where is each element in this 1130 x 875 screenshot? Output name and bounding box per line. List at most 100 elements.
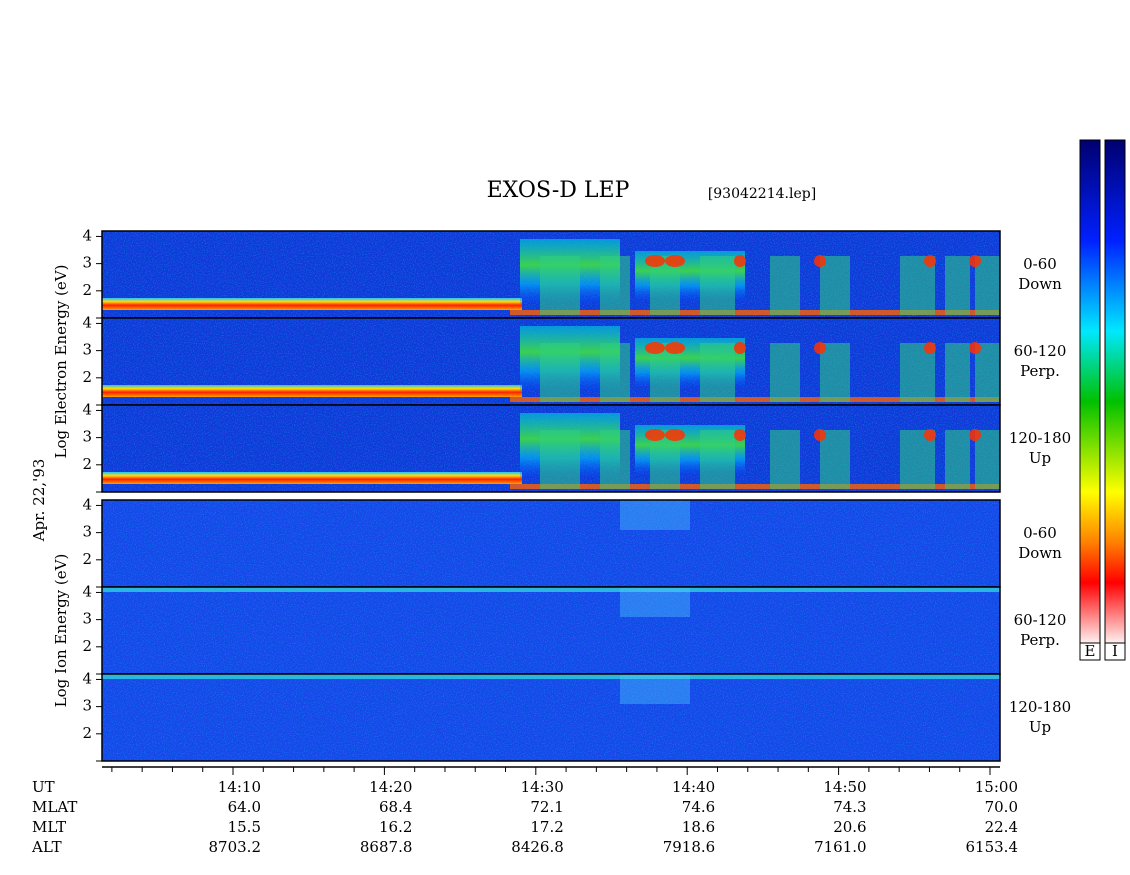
panel-noise (102, 587, 1000, 674)
colorbar-label-box (1104, 642, 1126, 661)
spectrogram-panel (101, 673, 1001, 762)
flux-peak (665, 342, 685, 354)
panel-noise (102, 500, 1000, 587)
flux-peak (969, 429, 981, 441)
ephemeris-row-label: ALT (31, 838, 62, 856)
ephemeris-row-label: MLAT (32, 798, 77, 816)
ephemeris-value: 72.1 (530, 798, 563, 816)
ion-top-band (102, 674, 1000, 679)
y-tick-label: 3 (82, 610, 92, 628)
ephemeris-value: 74.6 (682, 798, 715, 816)
ephemeris-value: 8703.2 (209, 838, 262, 856)
y-tick-label: 2 (82, 550, 92, 568)
flux-peak (665, 255, 685, 267)
ephemeris-value: 14:50 (823, 778, 866, 796)
ephemeris-value: 70.0 (985, 798, 1018, 816)
ion-feature (620, 500, 690, 530)
y-tick-label: 3 (82, 697, 92, 715)
y-axis-label: Log Ion Energy (eV) (52, 554, 70, 708)
aurora-burst (975, 430, 1000, 489)
y-tick-label: 4 (82, 313, 92, 331)
panel-range: 0-60 (1023, 524, 1057, 542)
aurora-burst (700, 256, 735, 315)
flux-peak (734, 342, 746, 354)
ion-feature (620, 587, 690, 617)
aurora-burst (700, 343, 735, 402)
panel-frame (101, 673, 1001, 762)
ephemeris-value: 7918.6 (663, 838, 716, 856)
y-tick-label: 2 (82, 637, 92, 655)
aurora-burst (975, 343, 1000, 402)
aurora-burst (820, 430, 850, 489)
flux-peak (969, 342, 981, 354)
spectrogram-panel (101, 404, 1001, 493)
ephemeris-value: 8687.8 (360, 838, 413, 856)
low-energy-band (510, 397, 1000, 402)
ephemeris-value: 14:40 (672, 778, 715, 796)
ion-feature (620, 674, 690, 704)
ephemeris-value: 64.0 (228, 798, 261, 816)
ephemeris-value: 74.3 (833, 798, 866, 816)
flux-peak (665, 429, 685, 441)
panel-direction: Up (1029, 449, 1051, 467)
aurora-burst (600, 256, 630, 315)
ephemeris-value: 22.4 (985, 818, 1018, 836)
aurora-burst (540, 256, 580, 315)
ephemeris-value: 14:30 (521, 778, 564, 796)
colorbar-label: I (1112, 642, 1118, 660)
flux-peak (924, 342, 936, 354)
flux-peak (969, 255, 981, 267)
flux-peak (814, 342, 826, 354)
title: EXOS-D LEP (487, 178, 630, 203)
aurora-burst (600, 343, 630, 402)
ion-top-band (102, 587, 1000, 592)
ephemeris-value: 20.6 (833, 818, 866, 836)
y-tick-label: 3 (82, 428, 92, 446)
panel-direction: Perp. (1020, 631, 1060, 649)
colorbar (1104, 139, 1126, 644)
ephemeris-row-label: UT (32, 778, 55, 796)
spectrogram-panel (101, 499, 1001, 588)
low-energy-band (102, 385, 522, 397)
y-tick-label: 4 (82, 400, 92, 418)
aurora-burst (945, 343, 970, 402)
panel-range: 120-180 (1009, 429, 1071, 447)
aurora-burst (820, 256, 850, 315)
aurora-burst (945, 256, 970, 315)
flux-peak (814, 429, 826, 441)
ephemeris-value: 68.4 (379, 798, 412, 816)
y-tick-label: 2 (82, 724, 92, 742)
low-energy-band (102, 472, 522, 484)
aurora-burst (770, 343, 800, 402)
colorbar (1079, 139, 1101, 644)
y-axis-label: Log Electron Energy (eV) (52, 265, 70, 459)
ephemeris-value: 18.6 (682, 818, 715, 836)
low-energy-band (510, 310, 1000, 315)
ephemeris-row-label: MLT (32, 818, 66, 836)
aurora-burst (945, 430, 970, 489)
low-energy-band (102, 298, 522, 310)
y-tick-label: 4 (82, 669, 92, 687)
spectrogram-panel (101, 586, 1001, 675)
low-energy-band (510, 484, 1000, 489)
ephemeris-value: 16.2 (379, 818, 412, 836)
spectrogram-panel (101, 230, 1001, 319)
y-tick-label: 3 (82, 254, 92, 272)
colorbar-label: E (1085, 642, 1096, 660)
flux-peak (814, 255, 826, 267)
aurora-burst (700, 430, 735, 489)
y-tick-label: 4 (82, 495, 92, 513)
ephemeris-value: 15:00 (975, 778, 1018, 796)
flux-peak (645, 429, 665, 441)
colorbar-label-box (1079, 642, 1101, 661)
panel-range: 0-60 (1023, 255, 1057, 273)
y-tick-label: 4 (82, 226, 92, 244)
panel-frame (101, 404, 1001, 493)
panel-direction: Down (1018, 275, 1062, 293)
aurora-burst (600, 430, 630, 489)
flux-peak (924, 429, 936, 441)
file-name: [93042214.lep] (708, 186, 816, 202)
aurora-burst (770, 430, 800, 489)
flux-peak (924, 255, 936, 267)
